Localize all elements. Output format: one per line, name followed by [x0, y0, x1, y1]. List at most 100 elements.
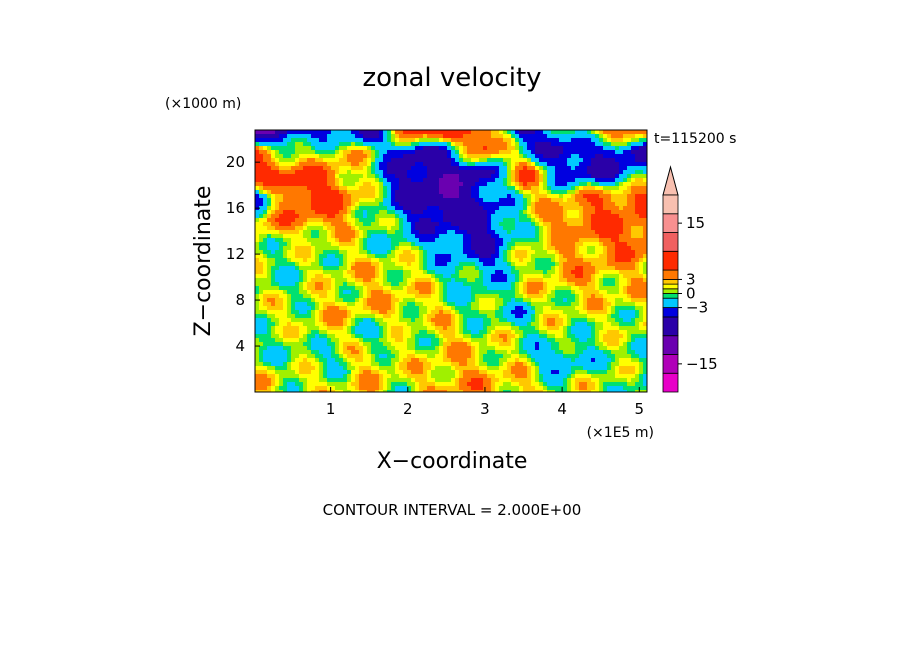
field-cell: [331, 250, 336, 255]
field-cell: [439, 306, 444, 311]
field-cell: [287, 258, 292, 263]
field-cell: [319, 306, 324, 311]
field-cell: [515, 318, 520, 323]
field-cell: [503, 222, 508, 227]
field-cell: [323, 298, 328, 303]
field-cell: [375, 134, 380, 139]
field-cell: [439, 150, 444, 155]
field-cell: [295, 282, 300, 287]
field-cell: [591, 270, 596, 275]
field-cell: [403, 258, 408, 263]
field-cell: [347, 158, 352, 163]
field-cell: [563, 174, 568, 179]
field-cell: [539, 234, 544, 239]
field-cell: [371, 234, 376, 239]
field-cell: [587, 262, 592, 267]
field-cell: [423, 250, 428, 255]
field-cell: [627, 142, 632, 147]
field-cell: [387, 250, 392, 255]
field-cell: [411, 298, 416, 303]
field-cell: [571, 178, 576, 183]
field-cell: [563, 226, 568, 231]
field-cell: [643, 158, 648, 163]
field-cell: [367, 150, 372, 155]
field-cell: [507, 166, 512, 171]
field-cell: [323, 142, 328, 147]
field-cell: [623, 250, 628, 255]
field-cell: [403, 226, 408, 231]
field-cell: [555, 142, 560, 147]
field-cell: [623, 222, 628, 227]
field-cell: [483, 242, 488, 247]
field-cell: [595, 142, 600, 147]
field-cell: [507, 174, 512, 179]
field-cell: [339, 302, 344, 307]
field-cell: [571, 302, 576, 307]
field-cell: [535, 258, 540, 263]
field-cell: [447, 262, 452, 267]
field-cell: [515, 214, 520, 219]
field-cell: [563, 154, 568, 159]
field-cell: [579, 290, 584, 295]
field-cell: [471, 166, 476, 171]
field-cell: [255, 254, 260, 259]
field-cell: [491, 246, 496, 251]
field-cell: [567, 214, 572, 219]
field-cell: [479, 282, 484, 287]
field-cell: [587, 230, 592, 235]
field-cell: [383, 186, 388, 191]
field-cell: [499, 190, 504, 195]
field-cell: [591, 222, 596, 227]
field-cell: [323, 158, 328, 163]
field-cell: [407, 138, 412, 143]
field-cell: [439, 322, 444, 327]
field-cell: [339, 226, 344, 231]
field-cell: [555, 166, 560, 171]
field-cell: [507, 186, 512, 191]
field-cell: [563, 162, 568, 167]
field-cell: [287, 282, 292, 287]
field-cell: [587, 294, 592, 299]
field-cell: [443, 278, 448, 283]
field-cell: [415, 158, 420, 163]
field-cell: [591, 146, 596, 151]
field-cell: [375, 250, 380, 255]
field-cell: [631, 234, 636, 239]
field-cell: [271, 154, 276, 159]
field-cell: [599, 266, 604, 271]
field-cell: [343, 182, 348, 187]
field-cell: [323, 174, 328, 179]
field-cell: [623, 258, 628, 263]
field-cell: [459, 138, 464, 143]
field-cell: [407, 250, 412, 255]
field-cell: [591, 322, 596, 327]
field-cell: [623, 186, 628, 191]
field-cell: [271, 258, 276, 263]
field-cell: [459, 238, 464, 243]
field-cell: [407, 150, 412, 155]
field-cell: [331, 138, 336, 143]
field-cell: [263, 190, 268, 195]
field-cell: [327, 154, 332, 159]
field-cell: [479, 214, 484, 219]
field-cell: [383, 266, 388, 271]
field-cell: [591, 150, 596, 155]
field-cell: [547, 278, 552, 283]
field-cell: [619, 286, 624, 291]
field-cell: [479, 246, 484, 251]
field-cell: [371, 226, 376, 231]
field-cell: [491, 262, 496, 267]
field-cell: [295, 130, 300, 135]
field-cell: [643, 134, 648, 139]
field-cell: [551, 146, 556, 151]
field-cell: [283, 150, 288, 155]
field-cell: [627, 294, 632, 299]
field-cell: [583, 210, 588, 215]
field-cell: [439, 202, 444, 207]
field-cell: [539, 226, 544, 231]
field-cell: [483, 238, 488, 243]
field-cell: [295, 134, 300, 139]
field-cell: [539, 310, 544, 315]
field-cell: [595, 318, 600, 323]
field-cell: [623, 254, 628, 259]
